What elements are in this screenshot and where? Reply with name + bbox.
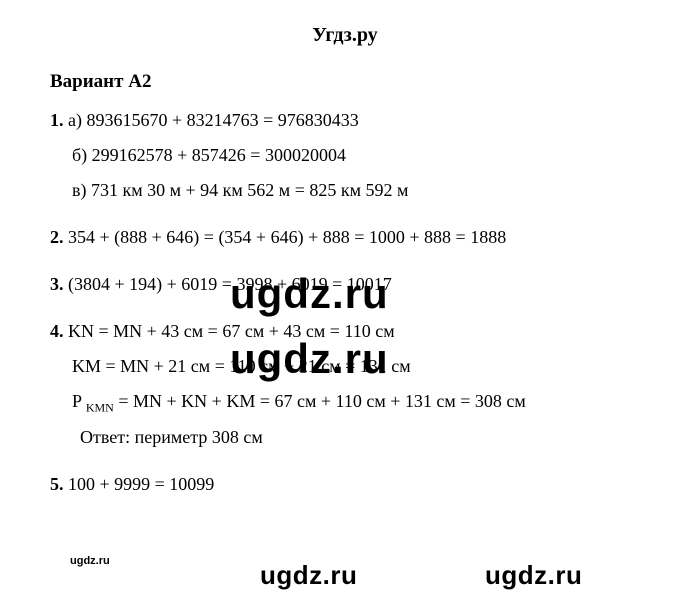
watermark-4: ugdz.ru: [260, 560, 357, 591]
problem-4-line2: KM = MN + 21 см = 110 см + 21 см = 131 с…: [50, 353, 640, 380]
problem-2-text: 354 + (888 + 646) = (354 + 646) + 888 = …: [68, 227, 506, 247]
problem-2-number: 2.: [50, 227, 64, 247]
watermark-3: ugdz.ru: [70, 555, 110, 567]
problem-4-answer: Ответ: периметр 308 см: [50, 424, 640, 451]
problem-4-number: 4.: [50, 321, 64, 341]
problem-4: 4. KN = MN + 43 см = 67 см + 43 см = 110…: [50, 318, 640, 452]
problem-4-line1: KN = MN + 43 см = 67 см + 43 см = 110 см: [68, 321, 395, 341]
problem-3: 3. (3804 + 194) + 6019 = 3998 + 6019 = 1…: [50, 271, 640, 298]
problem-1: 1. а) 893615670 + 83214763 = 976830433 б…: [50, 107, 640, 204]
problem-2: 2. 354 + (888 + 646) = (354 + 646) + 888…: [50, 224, 640, 251]
problem-5-text: 100 + 9999 = 10099: [68, 474, 214, 494]
problem-3-number: 3.: [50, 274, 64, 294]
watermark-5: ugdz.ru: [485, 560, 582, 591]
site-header: Угдз.ру: [50, 20, 640, 50]
problem-1b-text: б) 299162578 + 857426 = 300020004: [50, 142, 640, 169]
problem-4-line3: P KMN = MN + KN + KM = 67 см + 110 см + …: [50, 388, 640, 417]
problem-5: 5. 100 + 9999 = 10099: [50, 471, 640, 498]
problem-1-line-a: 1. а) 893615670 + 83214763 = 976830433: [50, 107, 640, 134]
variant-title: Вариант А2: [50, 68, 640, 97]
problem-1a-text: а) 893615670 + 83214763 = 976830433: [68, 110, 359, 130]
problem-3-text: (3804 + 194) + 6019 = 3998 + 6019 = 1001…: [68, 274, 392, 294]
problem-1-number: 1.: [50, 110, 64, 130]
problem-5-number: 5.: [50, 474, 64, 494]
problem-1c-text: в) 731 км 30 м + 94 км 562 м = 825 км 59…: [50, 177, 640, 204]
page-content: Угдз.ру Вариант А2 1. а) 893615670 + 832…: [0, 0, 680, 526]
